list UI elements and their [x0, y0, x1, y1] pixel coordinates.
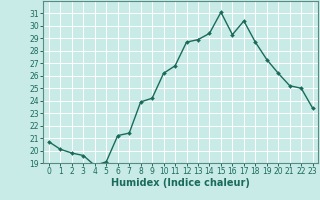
X-axis label: Humidex (Indice chaleur): Humidex (Indice chaleur): [111, 178, 250, 188]
